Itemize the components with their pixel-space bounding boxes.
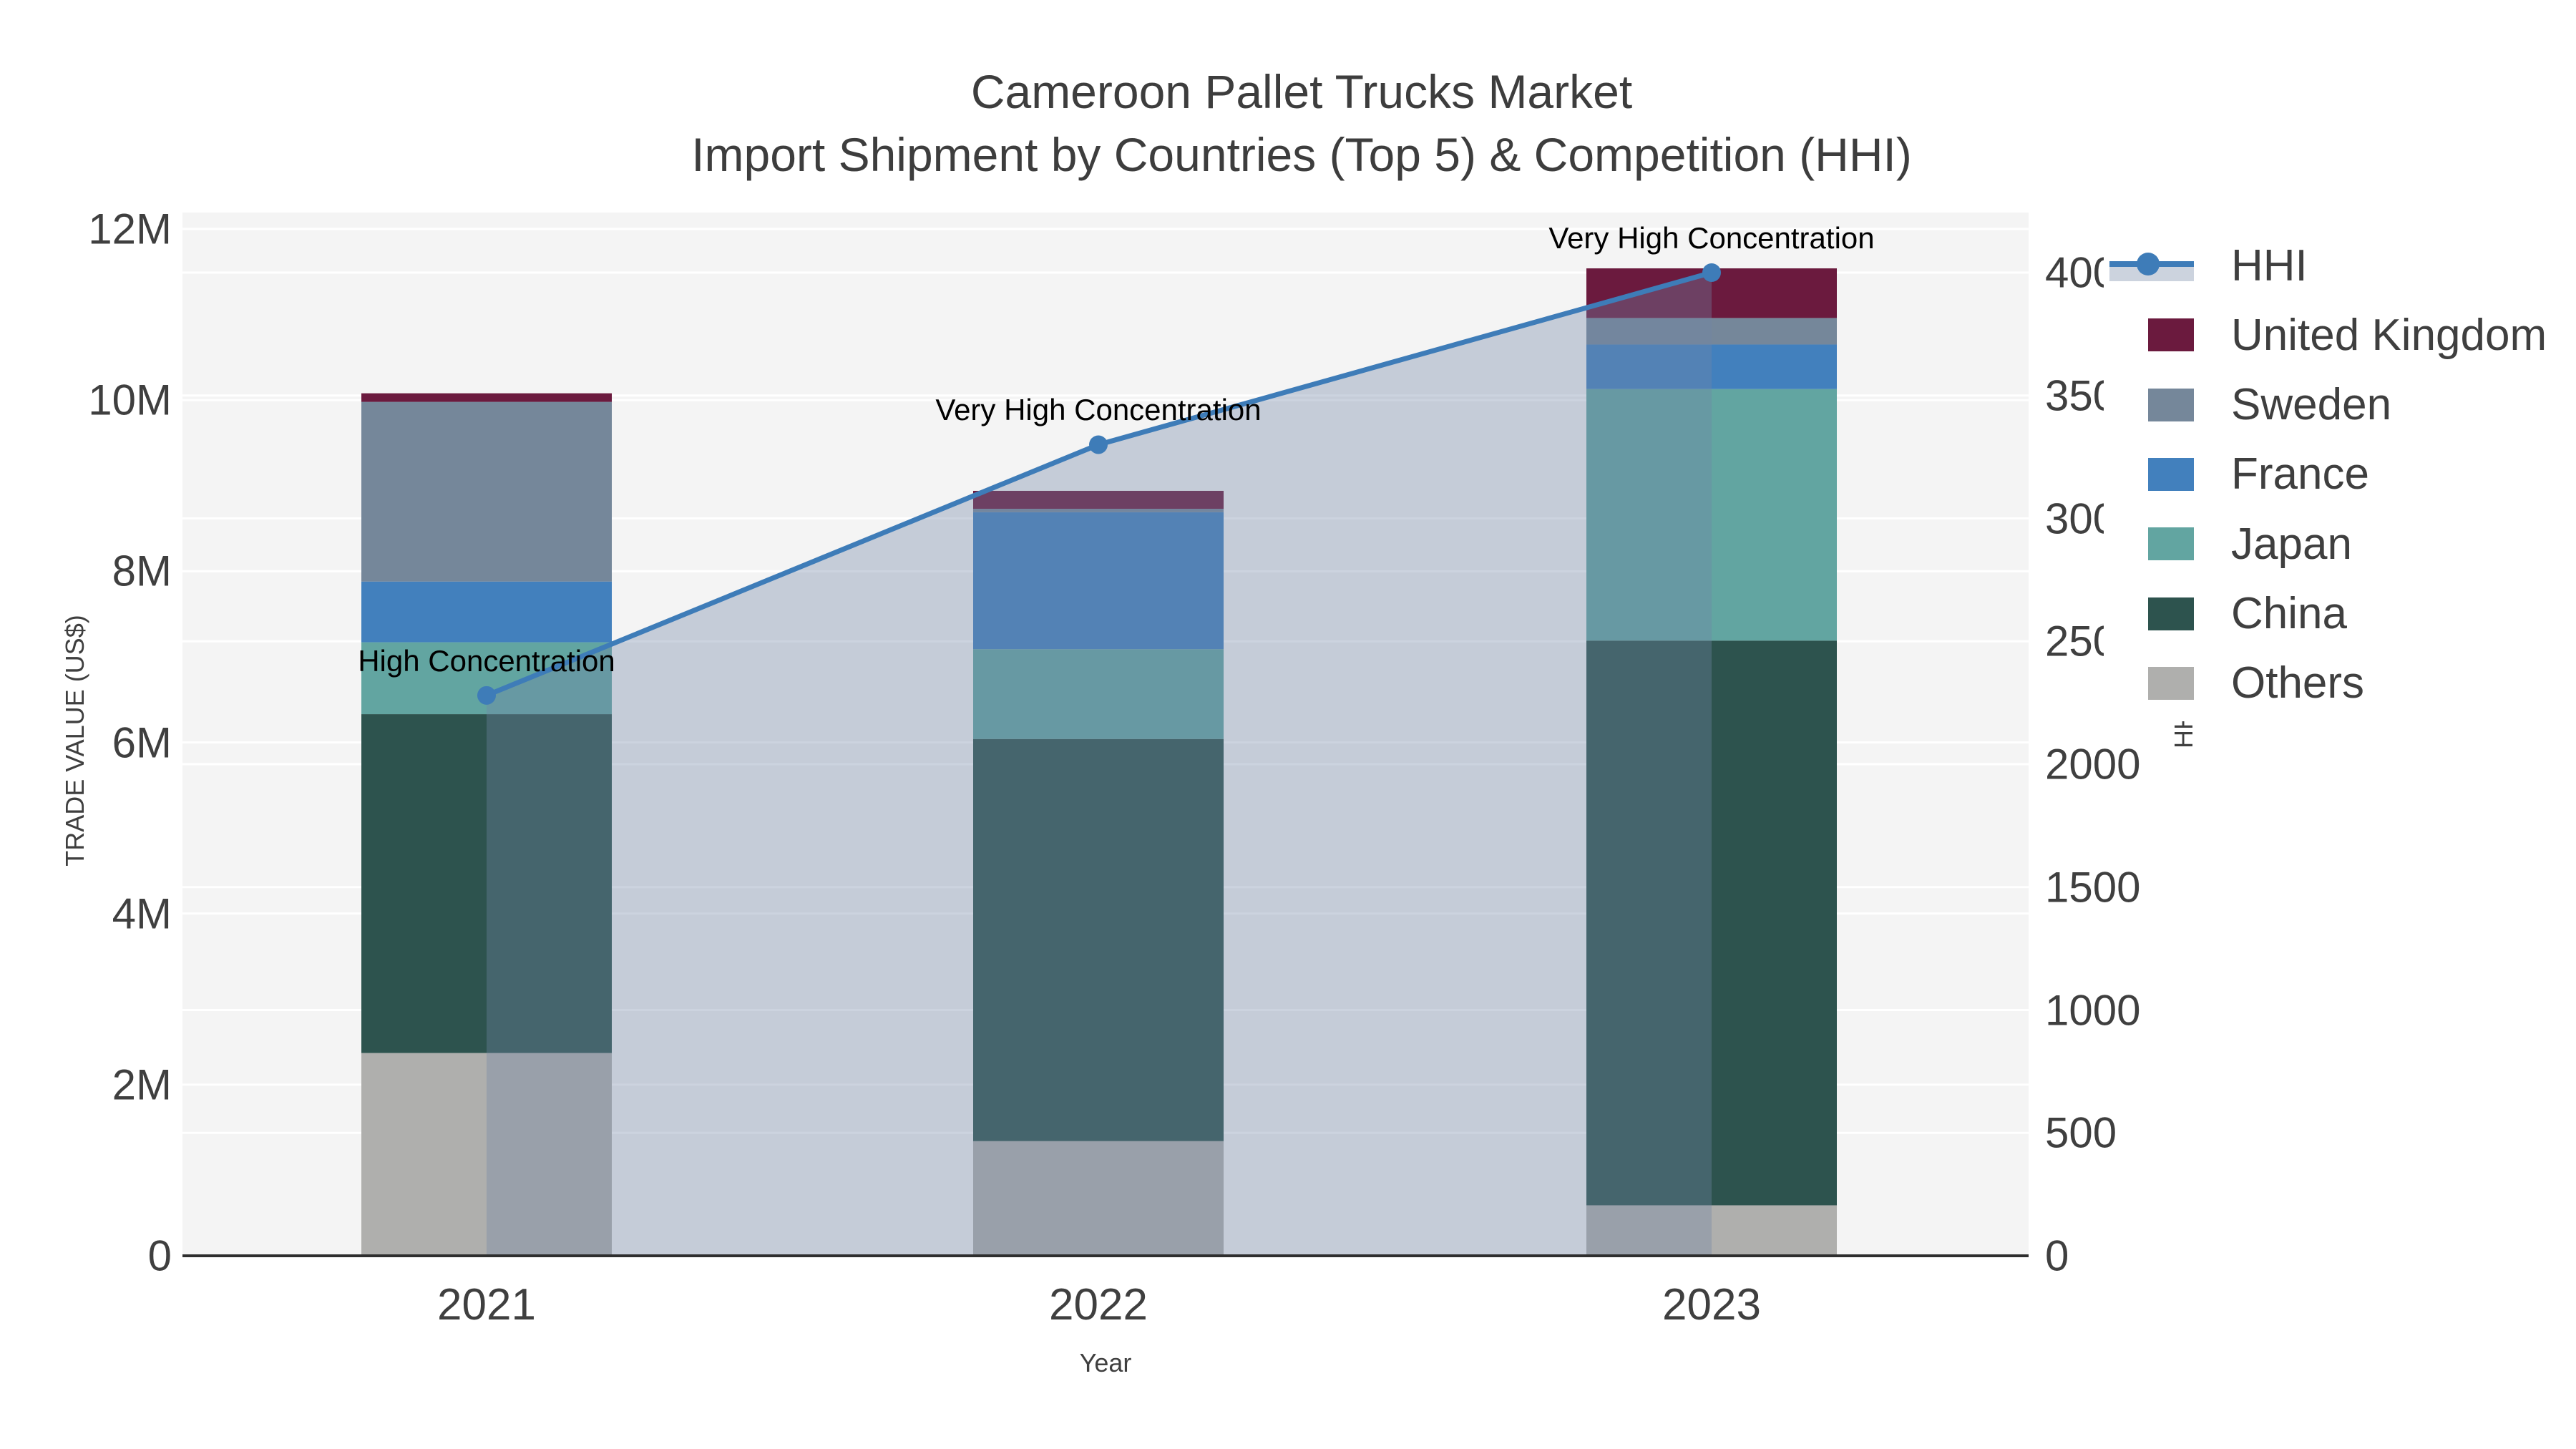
color-swatch-icon <box>2104 457 2211 491</box>
legend-label: HHI <box>2231 240 2308 291</box>
x-tick-2023: 2023 <box>1662 1280 1761 1330</box>
legend-label: China <box>2231 589 2347 639</box>
bar-segment-2023-china <box>1586 640 1837 1206</box>
left-tick-12M: 12M <box>88 205 172 253</box>
legend-item-france[interactable]: France <box>2104 442 2576 507</box>
legend-label: Japan <box>2231 519 2352 569</box>
legend-item-japan[interactable]: Japan <box>2104 512 2576 576</box>
legend-label: France <box>2231 449 2369 499</box>
right-tick-500: 500 <box>2045 1108 2117 1157</box>
bar-segment-2022-france <box>973 512 1224 650</box>
left-tick-8M: 8M <box>112 547 172 595</box>
hhi-line-icon <box>2104 250 2211 281</box>
left-axis-title: TRADE VALUE (US$) <box>60 615 89 867</box>
bar-segment-2023-japan <box>1586 389 1837 641</box>
bar-segment-2023-france <box>1586 344 1837 389</box>
color-swatch-icon <box>2104 527 2211 561</box>
left-tick-6M: 6M <box>112 718 172 767</box>
right-tick-1000: 1000 <box>2045 986 2141 1034</box>
legend-item-others[interactable]: Others <box>2104 651 2576 716</box>
legend: HHI United Kingdom Sweden France Japan China O… <box>2104 228 2576 721</box>
annotation-2022: Very High Concentration <box>935 393 1262 427</box>
bar-segment-2022-japan <box>973 649 1224 739</box>
legend-item-sweden[interactable]: Sweden <box>2104 373 2576 437</box>
chart-title-line1: Cameroon Pallet Trucks Market <box>970 65 1633 118</box>
left-tick-2M: 2M <box>112 1060 172 1109</box>
hhi-area-fill <box>487 273 1712 1256</box>
left-tick-0: 0 <box>147 1231 172 1280</box>
hhi-marker-2021 <box>477 686 496 705</box>
hhi-marker-2023 <box>1702 263 1721 282</box>
legend-label: Others <box>2231 658 2365 708</box>
left-tick-4M: 4M <box>112 889 172 938</box>
legend-item-china[interactable]: China <box>2104 582 2576 646</box>
chart-title-line2: Import Shipment by Countries (Top 5) & C… <box>691 128 1912 181</box>
left-tick-10M: 10M <box>88 376 172 424</box>
bar-segment-2021-sweden <box>361 401 612 582</box>
color-swatch-icon <box>2104 597 2211 630</box>
x-axis-title: Year <box>1079 1348 1132 1377</box>
bar-segment-2023-others <box>1586 1205 1837 1256</box>
bar-segment-2021-france <box>361 581 612 643</box>
annotation-2023: Very High Concentration <box>1548 221 1875 255</box>
color-swatch-icon <box>2104 666 2211 700</box>
legend-label: United Kingdom <box>2231 310 2547 360</box>
bar-segment-2022-united-kingdom <box>973 490 1224 509</box>
color-swatch-icon <box>2104 388 2211 421</box>
annotation-2021: High Concentration <box>358 643 615 678</box>
color-swatch-icon <box>2104 318 2211 352</box>
right-tick-1500: 1500 <box>2045 863 2141 912</box>
bar-segment-2023-sweden <box>1586 318 1837 345</box>
legend-label: Sweden <box>2231 380 2392 430</box>
bar-segment-2022-others <box>973 1141 1224 1256</box>
bar-segment-2021-china <box>361 714 612 1053</box>
legend-item-hhi[interactable]: HHI <box>2104 233 2576 298</box>
right-tick-0: 0 <box>2045 1231 2069 1280</box>
bar-segment-2021-others <box>361 1053 612 1256</box>
hhi-marker-2022 <box>1089 435 1108 454</box>
bar-segment-2021-united-kingdom <box>361 393 612 402</box>
x-tick-2021: 2021 <box>437 1280 536 1330</box>
right-tick-2000: 2000 <box>2045 740 2141 789</box>
bar-segment-2022-sweden <box>973 509 1224 512</box>
x-tick-2022: 2022 <box>1049 1280 1148 1330</box>
legend-item-united-kingdom[interactable]: United Kingdom <box>2104 303 2576 367</box>
bar-segment-2022-china <box>973 738 1224 1141</box>
